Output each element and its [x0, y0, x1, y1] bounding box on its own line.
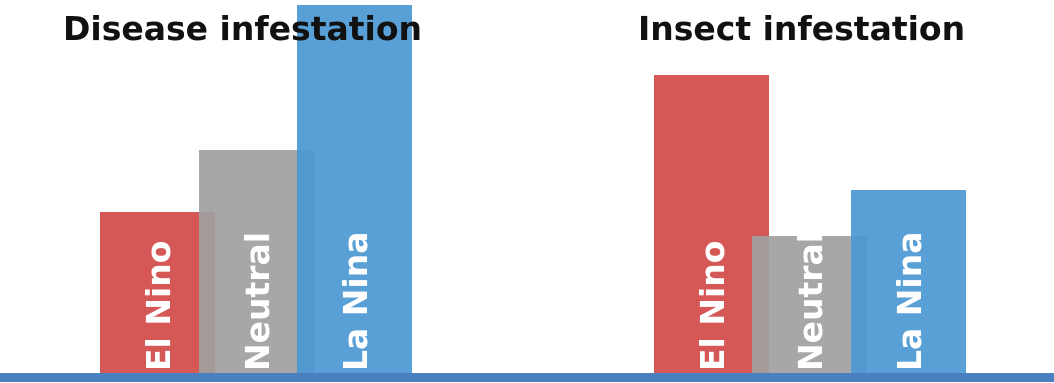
disease-infestation-title: Disease infestation [63, 9, 422, 48]
insect-label-el-nino: El Nino [693, 241, 732, 371]
insect-label-la-nina: La Nina [890, 232, 929, 371]
insect-bar-la-nina [851, 190, 966, 375]
insect-bar-neutral [752, 236, 867, 375]
disease-label-neutral: Neutral [238, 232, 277, 371]
bar-labels-layer: El Nino Neutral La Nina El Nino Neutral La Ni… [139, 232, 929, 371]
insect-label-neutral: Neutral [791, 232, 830, 371]
bars-layer [100, 5, 966, 375]
disease-label-el-nino: El Nino [139, 241, 178, 371]
disease-bar-el-nino [100, 212, 215, 375]
disease-bar-la-nina [297, 5, 412, 375]
disease-label-la-nina: La Nina [336, 232, 375, 371]
baseline-axis [0, 373, 1054, 382]
insect-bar-el-nino [654, 75, 769, 375]
insect-infestation-title: Insect infestation [638, 9, 965, 48]
disease-bar-neutral [199, 150, 314, 375]
